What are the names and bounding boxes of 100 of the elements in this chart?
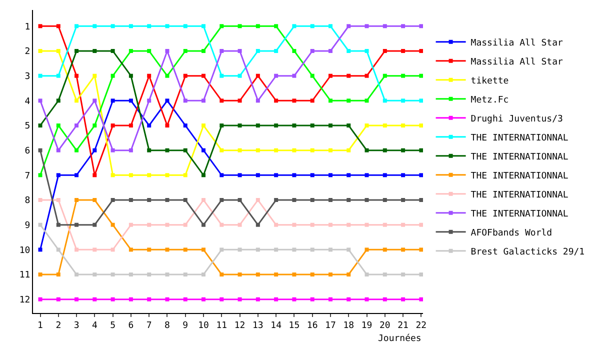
point	[110, 272, 115, 276]
x-tick-label: 4	[92, 320, 98, 331]
point	[382, 173, 387, 178]
y-tick-label: 10	[19, 246, 30, 256]
point	[419, 74, 423, 78]
point	[56, 98, 60, 103]
x-tick-label: 5	[110, 320, 116, 331]
point	[110, 98, 115, 103]
x-tick-label: 2	[56, 320, 62, 331]
point	[346, 123, 351, 128]
x-tick-label: 19	[361, 320, 372, 331]
point	[147, 123, 152, 128]
point	[92, 48, 97, 53]
point	[56, 24, 60, 28]
point	[238, 98, 242, 103]
point	[165, 48, 170, 53]
point	[382, 222, 387, 227]
point	[310, 24, 314, 28]
point	[220, 173, 224, 178]
y-tick-label: 6	[24, 146, 30, 156]
point	[38, 248, 42, 252]
point	[328, 123, 332, 128]
point	[310, 222, 314, 227]
y-tick-label: 2	[24, 47, 30, 58]
point	[56, 123, 60, 128]
point	[165, 148, 170, 152]
point	[364, 24, 369, 28]
point	[419, 173, 423, 178]
point	[310, 98, 314, 103]
point	[292, 248, 296, 252]
point	[256, 248, 260, 252]
legend-label: Massilia All Star	[470, 38, 564, 48]
x-tick-label: 18	[343, 320, 354, 331]
point	[328, 173, 332, 178]
point	[401, 272, 406, 276]
y-tick-label: 12	[19, 295, 30, 306]
point	[238, 198, 242, 202]
point	[92, 24, 97, 28]
point	[220, 148, 224, 152]
point	[183, 173, 188, 178]
point	[147, 248, 152, 252]
point	[382, 148, 387, 152]
point	[401, 173, 406, 178]
point	[183, 148, 188, 152]
point	[183, 248, 188, 252]
point	[310, 297, 314, 302]
point	[202, 272, 206, 276]
point	[56, 272, 60, 276]
point	[364, 272, 369, 276]
point	[183, 297, 188, 302]
point	[256, 222, 260, 227]
point	[202, 148, 206, 152]
point	[183, 74, 188, 78]
point	[382, 24, 387, 28]
point	[110, 198, 115, 202]
point	[165, 123, 170, 128]
x-tick-label: 13	[252, 320, 264, 331]
x-tick-label: 21	[398, 320, 408, 331]
legend-label: THE INTERNATIONNAL	[470, 133, 568, 144]
y-tick-label: 11	[19, 270, 30, 281]
point	[38, 123, 42, 128]
point	[165, 222, 170, 227]
point	[401, 74, 406, 78]
point	[364, 123, 369, 128]
point	[202, 222, 206, 227]
point	[38, 198, 42, 202]
point	[346, 297, 351, 302]
point	[128, 74, 133, 78]
point	[346, 48, 351, 53]
point	[128, 48, 133, 53]
point	[328, 24, 332, 28]
point	[147, 148, 152, 152]
x-tick-label: 14	[270, 320, 282, 331]
point	[382, 248, 387, 252]
point	[292, 198, 296, 202]
point	[38, 24, 42, 28]
point	[419, 222, 423, 227]
point	[128, 123, 133, 128]
point	[274, 272, 278, 276]
point	[401, 148, 406, 152]
point	[364, 173, 369, 178]
x-axis-title: Journées	[378, 333, 422, 344]
point	[220, 123, 224, 128]
point	[202, 297, 206, 302]
point	[183, 48, 188, 53]
point	[128, 98, 133, 103]
legend-label: THE INTERNATIONNAL	[470, 152, 568, 162]
point	[346, 148, 351, 152]
point	[92, 123, 97, 128]
point	[56, 48, 60, 53]
point	[202, 123, 206, 128]
point	[220, 198, 224, 202]
point	[401, 98, 406, 103]
point	[183, 123, 188, 128]
point	[364, 248, 369, 252]
point	[165, 272, 170, 276]
point	[364, 222, 369, 227]
point	[92, 222, 97, 227]
point	[183, 198, 188, 202]
point	[419, 148, 423, 152]
